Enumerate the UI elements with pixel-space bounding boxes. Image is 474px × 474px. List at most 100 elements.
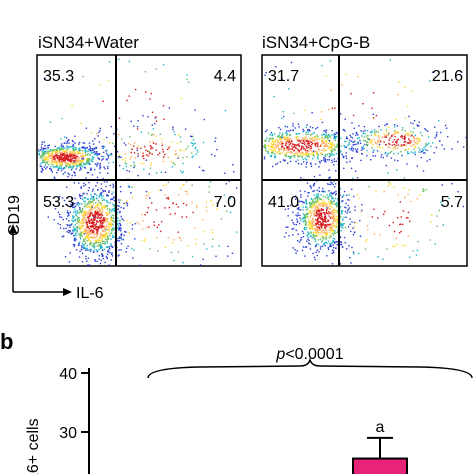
- scatter-dot: [300, 148, 302, 150]
- scatter-dot: [187, 81, 190, 83]
- scatter-dot: [42, 149, 45, 152]
- scatter-dot: [293, 223, 295, 226]
- scatter-dot: [67, 159, 69, 161]
- scatter-dot: [77, 153, 80, 156]
- scatter-dot: [320, 222, 323, 225]
- scatter-dot: [285, 149, 288, 151]
- scatter-dot: [384, 152, 387, 154]
- scatter-dot: [339, 236, 342, 239]
- scatter-dot: [348, 141, 350, 144]
- scatter-dot: [74, 174, 76, 177]
- scatter-dot: [264, 144, 266, 147]
- scatter-dot: [172, 202, 174, 205]
- scatter-dot: [277, 145, 279, 148]
- scatter-dot: [375, 131, 377, 133]
- scatter-dot: [321, 111, 323, 113]
- scatter-dot: [320, 198, 322, 200]
- scatter-dot: [328, 229, 331, 231]
- scatter-dot: [82, 165, 84, 168]
- scatter-dot: [461, 71, 463, 73]
- scatter-dot: [324, 205, 327, 207]
- scatter-dot: [113, 217, 115, 219]
- scatter-dot: [82, 224, 84, 227]
- scatter-dot: [297, 136, 299, 138]
- scatter-dot: [89, 244, 91, 246]
- scatter-dot: [84, 151, 87, 154]
- scatter-dot: [271, 149, 273, 151]
- scatter-dot: [317, 226, 319, 229]
- scatter-dot: [56, 171, 58, 174]
- scatter-dot: [325, 221, 327, 223]
- scatter-dot: [84, 150, 87, 152]
- scatter-dot: [335, 247, 337, 250]
- scatter-dot: [93, 230, 95, 233]
- scatter-dot: [318, 216, 320, 218]
- scatter-dot: [263, 156, 266, 158]
- scatter-dot: [85, 236, 88, 239]
- scatter-dot: [133, 145, 135, 147]
- scatter-dot: [335, 218, 338, 220]
- scatter-dot: [182, 202, 185, 205]
- scatter-dot: [330, 150, 333, 152]
- scatter-dot: [116, 220, 118, 222]
- scatter-dot: [321, 209, 324, 211]
- scatter-dot: [287, 215, 289, 217]
- scatter-dot: [328, 153, 331, 155]
- scatter-dot: [322, 187, 324, 190]
- scatter-dot: [78, 156, 80, 159]
- scatter-dot: [383, 141, 385, 143]
- scatter-dot: [78, 194, 81, 196]
- scatter-dot: [329, 203, 331, 205]
- scatter-dot: [448, 197, 450, 199]
- scatter-dot: [155, 149, 157, 151]
- scatter-dot: [69, 146, 71, 148]
- scatter-dot: [74, 162, 76, 165]
- scatter-dot: [345, 155, 347, 157]
- scatter-dot: [72, 163, 75, 165]
- scatter-dot: [103, 240, 105, 242]
- scatter-dot: [373, 138, 375, 141]
- scatter-dot: [87, 257, 90, 259]
- scatter-dot: [335, 203, 337, 205]
- scatter-dot: [349, 160, 351, 163]
- scatter-dot: [303, 216, 305, 219]
- scatter-dot: [91, 160, 94, 163]
- scatter-dot: [100, 187, 102, 190]
- scatter-dot: [413, 127, 415, 129]
- scatter-dot: [97, 216, 99, 218]
- axis-arrows: CD19 IL-6: [6, 195, 104, 302]
- scatter-dot: [126, 204, 129, 207]
- scatter-dot: [314, 224, 316, 227]
- scatter-dot: [353, 231, 356, 234]
- scatter-dot: [49, 121, 52, 123]
- scatter-dot: [71, 154, 73, 156]
- scatter-dot: [236, 187, 238, 189]
- scatter-dot: [331, 154, 333, 157]
- scatter-dot: [321, 204, 324, 206]
- scatter-dot: [352, 251, 355, 253]
- scatter-dot: [95, 249, 97, 251]
- scatter-dot: [422, 149, 424, 152]
- scatter-dot: [319, 174, 321, 176]
- scatter-dot: [334, 242, 336, 244]
- scatter-dot: [410, 151, 413, 153]
- scatter-dot: [317, 202, 319, 204]
- scatter-dot: [333, 158, 335, 160]
- scatter-dot: [108, 142, 111, 144]
- scatter-dot: [76, 156, 79, 158]
- scatter-dot: [374, 155, 377, 157]
- scatter-dot: [438, 209, 440, 212]
- scatter-dot: [365, 135, 368, 137]
- scatter-dot: [42, 154, 44, 156]
- scatter-dot: [299, 214, 301, 217]
- scatter-dot: [63, 157, 65, 160]
- scatter-dot: [377, 141, 380, 143]
- scatter-dot: [79, 236, 81, 238]
- scatter-dot: [117, 217, 119, 219]
- scatter-dot: [313, 204, 315, 206]
- scatter-dot: [102, 254, 104, 257]
- scatter-dot: [277, 147, 280, 150]
- scatter-dot: [150, 92, 152, 95]
- scatter-dot: [300, 149, 302, 151]
- scatter-dot: [107, 157, 109, 159]
